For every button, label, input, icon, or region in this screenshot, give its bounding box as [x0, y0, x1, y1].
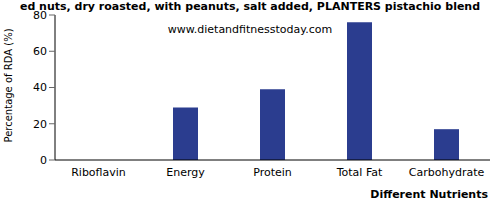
svg-text:Energy: Energy [166, 166, 205, 179]
svg-text:40: 40 [33, 81, 47, 94]
svg-text:Different Nutrients: Different Nutrients [370, 188, 488, 200]
svg-text:Percentage of RDA (%): Percentage of RDA (%) [8, 28, 14, 142]
svg-text:Carbohydrate: Carbohydrate [409, 166, 485, 179]
svg-text:Protein: Protein [253, 166, 292, 179]
svg-text:Riboflavin: Riboflavin [71, 166, 126, 179]
svg-text:0: 0 [40, 154, 47, 167]
svg-text:60: 60 [33, 45, 47, 58]
svg-text:Total Fat: Total Fat [336, 166, 383, 179]
svg-text:20: 20 [33, 118, 47, 131]
